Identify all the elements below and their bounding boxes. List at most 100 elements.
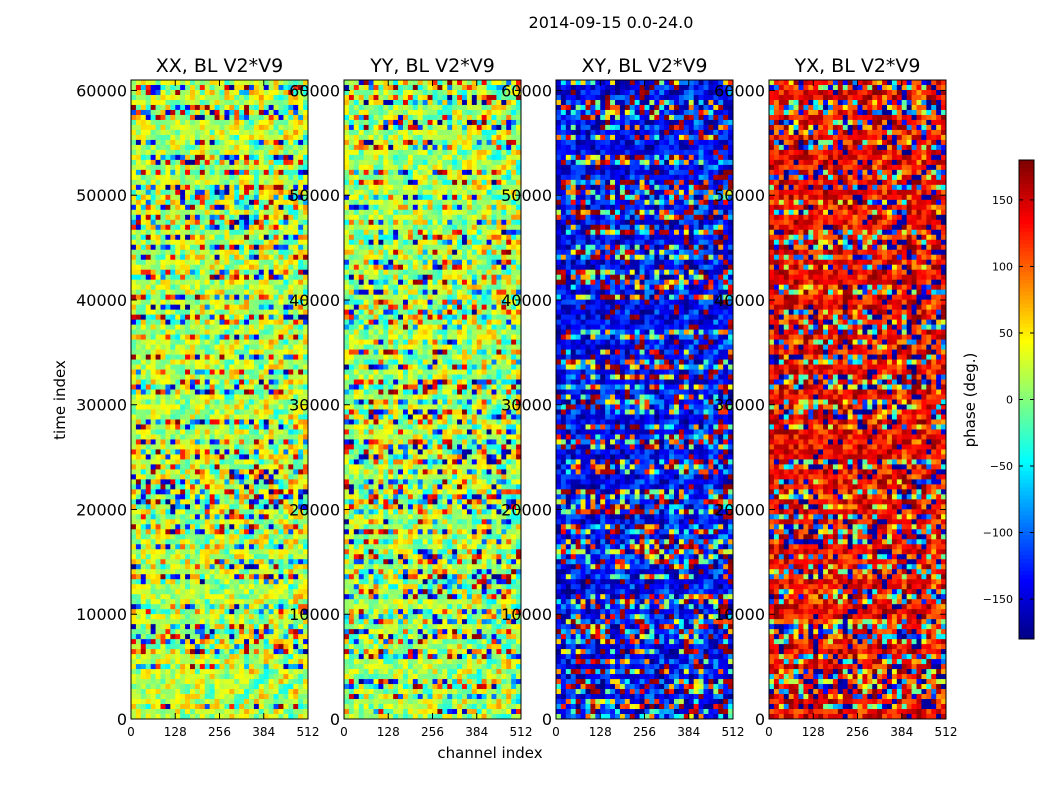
colorbar-tick-label: −150 (983, 593, 1013, 606)
colorbar-segment (1019, 599, 1034, 604)
colorbar-segment (1019, 631, 1034, 636)
colorbar-segment (1019, 263, 1034, 269)
colorbar-segment (1019, 219, 1034, 225)
x-tick-label: 384 (890, 725, 913, 739)
colorbar-segment (1019, 471, 1034, 476)
colorbar-segment (1019, 483, 1034, 488)
panel-title: XX, BL V2*V9 (156, 55, 283, 77)
colorbar-segment (1019, 607, 1034, 612)
colorbar-segment (1019, 479, 1034, 484)
colorbar-label: phase (deg.) (961, 353, 979, 448)
x-tick-label: 512 (297, 725, 320, 739)
y-tick-label: 20000 (76, 500, 127, 519)
colorbar-tick-label: −50 (990, 460, 1013, 473)
colorbar-segment (1019, 371, 1034, 377)
colorbar-segment (1019, 619, 1034, 624)
y-tick-label: 0 (542, 710, 552, 729)
colorbar-segment (1019, 603, 1034, 608)
y-tick-label: 60000 (501, 81, 552, 100)
colorbar-segment (1019, 251, 1034, 257)
colorbar-segment (1019, 367, 1034, 373)
y-tick-label: 20000 (289, 500, 340, 519)
colorbar-tick-label: 0 (1006, 394, 1013, 407)
colorbar-segment (1019, 359, 1034, 365)
y-tick-label: 40000 (289, 291, 340, 310)
y-tick-label: 30000 (714, 396, 765, 415)
colorbar-segment (1019, 231, 1034, 237)
colorbar-segment (1019, 571, 1034, 576)
colorbar-segment (1019, 627, 1034, 632)
colorbar-segment (1019, 515, 1034, 520)
colorbar-segment (1019, 543, 1034, 548)
colorbar-segment (1019, 447, 1034, 452)
colorbar-segment (1019, 523, 1034, 528)
y-tick-label: 60000 (714, 81, 765, 100)
colorbar-segment (1019, 167, 1034, 173)
colorbar-tick-label: 100 (992, 260, 1013, 273)
colorbar-segment (1019, 311, 1034, 317)
colorbar-segment (1019, 375, 1034, 381)
colorbar-segment (1019, 379, 1034, 385)
heatmap-cells (131, 80, 308, 719)
colorbar-segment (1019, 635, 1034, 640)
y-tick-label: 60000 (289, 81, 340, 100)
colorbar-segment (1019, 243, 1034, 249)
panel-2: YY, BL V2*V9 0 10000 20000 30000 40000 50000 60… (289, 55, 532, 739)
colorbar-segment (1019, 279, 1034, 285)
panel-title: XY, BL V2*V9 (581, 55, 707, 77)
panel-title: YY, BL V2*V9 (369, 55, 495, 77)
colorbar-segment (1019, 247, 1034, 253)
y-tick-label: 40000 (714, 291, 765, 310)
colorbar-segment (1019, 587, 1034, 592)
panel-3: XY, BL V2*V9 0 10000 20000 30000 40000 50000 60… (501, 55, 744, 739)
x-tick-label: 256 (633, 725, 656, 739)
y-tick-label: 20000 (501, 500, 552, 519)
x-tick-label: 0 (127, 725, 135, 739)
colorbar-segment (1019, 395, 1034, 400)
colorbar-segment (1019, 583, 1034, 588)
colorbar-segment (1019, 415, 1034, 420)
y-tick-label: 50000 (501, 186, 552, 205)
colorbar-segment (1019, 535, 1034, 540)
x-tick-label: 0 (340, 725, 348, 739)
colorbar-segment (1019, 331, 1034, 337)
colorbar-segment (1019, 283, 1034, 289)
colorbar-segment (1019, 491, 1034, 496)
colorbar-segment (1019, 443, 1034, 448)
panel-4: YX, BL V2*V9 0 10000 20000 30000 40000 50000 60… (714, 55, 957, 739)
y-tick-label: 50000 (76, 186, 127, 205)
y-tick-label: 30000 (76, 396, 127, 415)
colorbar-segment (1019, 455, 1034, 460)
colorbar-segment (1019, 419, 1034, 424)
colorbar-segment (1019, 435, 1034, 440)
x-tick-label: 256 (421, 725, 444, 739)
x-tick-label: 384 (252, 725, 275, 739)
colorbar-segment (1019, 555, 1034, 560)
colorbar-segment (1019, 199, 1034, 205)
colorbar-segment (1019, 551, 1034, 556)
colorbar-segment (1019, 623, 1034, 628)
colorbar-segment (1019, 431, 1034, 436)
x-tick-label: 0 (552, 725, 560, 739)
y-tick-label: 0 (117, 710, 127, 729)
y-tick-label: 10000 (714, 605, 765, 624)
colorbar-segment (1019, 343, 1034, 349)
colorbar-segment (1019, 399, 1034, 404)
x-tick-label: 512 (722, 725, 745, 739)
colorbar-tick-label: −100 (983, 527, 1013, 540)
colorbar-segment (1019, 315, 1034, 321)
figure-title: 2014-09-15 0.0-24.0 (529, 13, 694, 32)
y-tick-label: 30000 (289, 396, 340, 415)
colorbar-segment (1019, 527, 1034, 532)
y-tick-label: 10000 (76, 605, 127, 624)
colorbar-segment (1019, 495, 1034, 500)
colorbar-segment (1019, 259, 1034, 265)
colorbar-segment (1019, 467, 1034, 472)
x-tick-label: 0 (765, 725, 773, 739)
x-tick-label: 256 (846, 725, 869, 739)
x-tick-label: 384 (677, 725, 700, 739)
colorbar-segment (1019, 383, 1034, 389)
colorbar-segment (1019, 595, 1034, 600)
colorbar-segment (1019, 503, 1034, 508)
